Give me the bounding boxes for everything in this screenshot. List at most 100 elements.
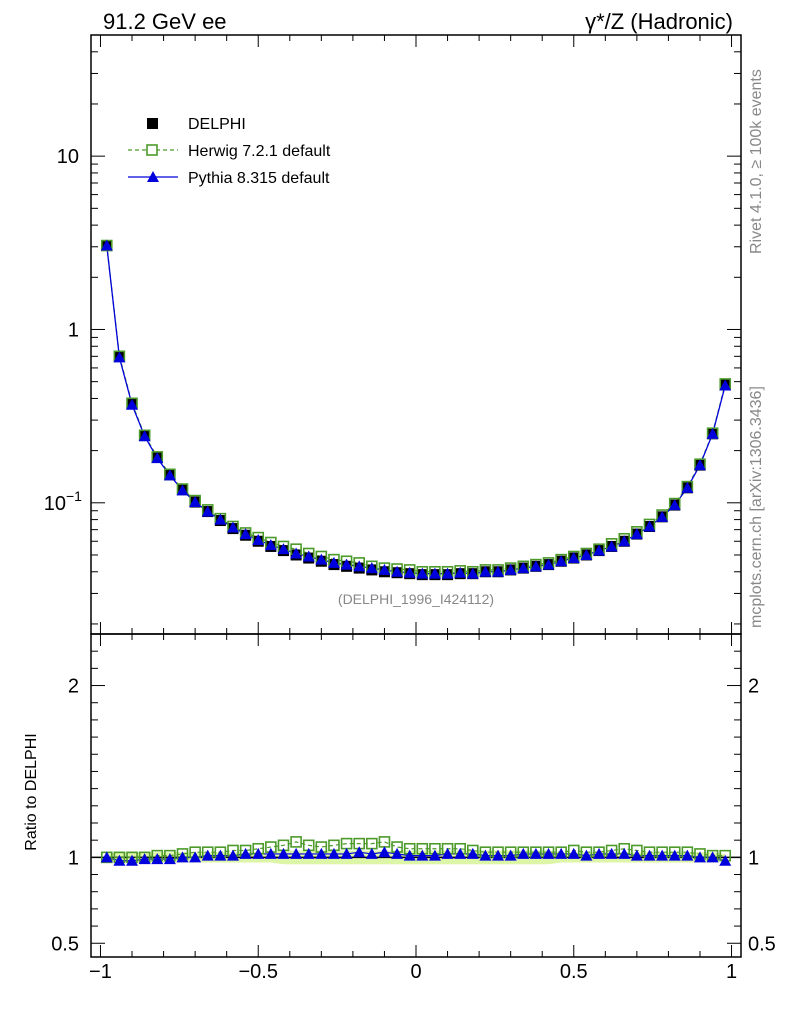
legend-entry-pythia: Pythia 8.315 default [128, 170, 330, 187]
pythia-point [113, 351, 126, 363]
pythia-ratio-point [466, 847, 479, 859]
pythia-point [151, 452, 164, 464]
pythia-point [201, 505, 214, 517]
pythia-point [327, 556, 340, 568]
pythia-ratio-point [264, 847, 277, 859]
y-tick-label: 1 [68, 319, 79, 341]
pythia-ratio-point [668, 849, 681, 861]
pythia-point [239, 528, 252, 540]
pythia-ratio-point [290, 847, 303, 859]
pythia-point [719, 379, 732, 391]
pythia-ratio-point [100, 851, 113, 863]
pythia-ratio-point [302, 847, 315, 859]
pythia-ratio-point [126, 854, 139, 866]
pythia-ratio-point [315, 847, 328, 859]
pythia-point [126, 398, 139, 410]
pythia-point [226, 521, 239, 533]
legend-marker-herwig [146, 144, 158, 156]
pythia-point [403, 566, 416, 578]
pythia-ratio-point [643, 849, 656, 861]
pythia-point [302, 550, 315, 562]
ratio-y-tick-label-right: 2 [748, 676, 759, 698]
pythia-ratio-point [391, 847, 404, 859]
pythia-point [176, 484, 189, 496]
pythia-ratio-point [706, 851, 719, 863]
pythia-ratio-point [542, 847, 555, 859]
pythia-ratio-point [163, 853, 176, 865]
pythia-ratio-point [567, 847, 580, 859]
legend-label-delphi: DELPHI [188, 116, 246, 133]
pythia-point [365, 562, 378, 574]
pythia-point [264, 539, 277, 551]
pythia-ratio-point [454, 847, 467, 859]
pythia-ratio-point [555, 847, 568, 859]
x-tick-label: −1 [89, 961, 112, 983]
pythia-point [630, 528, 643, 540]
legend-label-pythia: Pythia 8.315 default [188, 170, 330, 187]
pythia-point [428, 567, 441, 579]
pythia-point [391, 565, 404, 577]
pythia-ratio-point [681, 849, 694, 861]
pythia-point [454, 566, 467, 578]
ratio-y-tick-label: 2 [68, 676, 79, 698]
pythia-ratio-point [428, 849, 441, 861]
pythia-ratio-point [719, 854, 732, 866]
pythia-ratio-point [239, 847, 252, 859]
pythia-point [252, 534, 265, 546]
pythia-point [529, 560, 542, 572]
pythia-point [643, 520, 656, 532]
plot-title-right: γ*/Z (Hadronic) [585, 9, 733, 34]
pythia-ratio-point [504, 849, 517, 861]
pythia-point [492, 565, 505, 577]
x-tick-label: 0.5 [560, 961, 588, 983]
pythia-ratio-point [403, 849, 416, 861]
pythia-point [517, 562, 530, 574]
pythia-point [618, 535, 631, 547]
legend-label-herwig: Herwig 7.2.1 default [188, 143, 331, 160]
pythia-point [706, 427, 719, 439]
herwig-ratio-point [290, 836, 302, 848]
pythia-ratio-point [441, 847, 454, 859]
ratio-frame [90, 633, 742, 958]
legend-entry-delphi: DELPHI [147, 116, 246, 133]
legend-entry-herwig: Herwig 7.2.1 default [128, 143, 331, 160]
pythia-point [668, 499, 681, 511]
legend-marker-delphi [147, 118, 158, 129]
pythia-point [138, 430, 151, 442]
y-tick-label: 10 [57, 146, 79, 168]
pythia-ratio-point [605, 847, 618, 859]
analysis-watermark: (DELPHI_1996_I424112) [338, 591, 494, 607]
pythia-point [693, 459, 706, 471]
x-tick-label: 1 [726, 961, 737, 983]
pythia-ratio-point [138, 853, 151, 865]
x-tick-label: 0 [410, 961, 421, 983]
pythia-ratio-point [113, 854, 126, 866]
pythia-point [416, 567, 429, 579]
pythia-point [163, 469, 176, 481]
pythia-ratio-point [176, 851, 189, 863]
pythia-point [567, 552, 580, 564]
ratio-y-tick-label: 1 [68, 847, 79, 869]
pythia-point [593, 544, 606, 556]
ratio-y-tick-label-right: 1 [748, 847, 759, 869]
pythia-ratio-point [214, 849, 227, 861]
pythia-ratio-point [492, 849, 505, 861]
ratio-panel: −1 −0.5 0 0.5 1 2 2 1 1 0.5 0.5 [51, 633, 776, 983]
pythia-point [277, 543, 290, 555]
y-tick-label: 10 [44, 493, 66, 515]
rivet-version-label: Rivet 4.1.0, ≥ 100k events [748, 69, 765, 254]
pythia-point [378, 563, 391, 575]
pythia-ratio-point [226, 849, 239, 861]
pythia-ratio-point [252, 847, 265, 859]
pythia-ratio-point [479, 849, 492, 861]
pythia-point [681, 481, 694, 493]
pythia-ratio-point [416, 849, 429, 861]
pythia-ratio-point [517, 847, 530, 859]
pythia-ratio-point [630, 849, 643, 861]
pythia-point [466, 567, 479, 579]
pythia-point [555, 555, 568, 567]
pythia-ratio-point [189, 851, 202, 863]
x-tick-label: −0.5 [238, 961, 277, 983]
